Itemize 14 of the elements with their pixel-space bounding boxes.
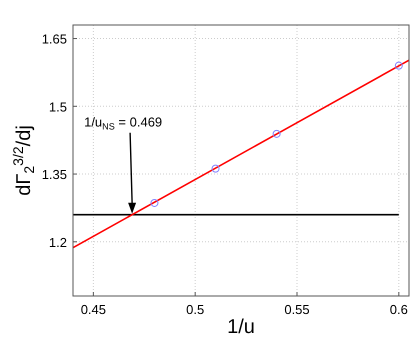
x-tick-label: 0.45 xyxy=(80,302,106,317)
point xyxy=(212,164,220,173)
x-tick-label: 0.6 xyxy=(390,302,408,317)
point xyxy=(150,198,158,207)
x-axis-title: 1/u xyxy=(227,316,255,338)
annotation: 1/u$_{NS}$ = 0.469 xyxy=(84,114,162,132)
x-tick-label: 0.55 xyxy=(284,302,310,317)
y-tick-label: 1.65 xyxy=(42,32,67,47)
point xyxy=(272,130,281,138)
x-tick-label: 0.5 xyxy=(186,302,204,317)
y-tick-label: 1.5 xyxy=(48,99,67,114)
y-tick-label: 1.35 xyxy=(42,167,67,182)
y-tick-label: 1.2 xyxy=(48,234,67,250)
point xyxy=(394,62,403,70)
